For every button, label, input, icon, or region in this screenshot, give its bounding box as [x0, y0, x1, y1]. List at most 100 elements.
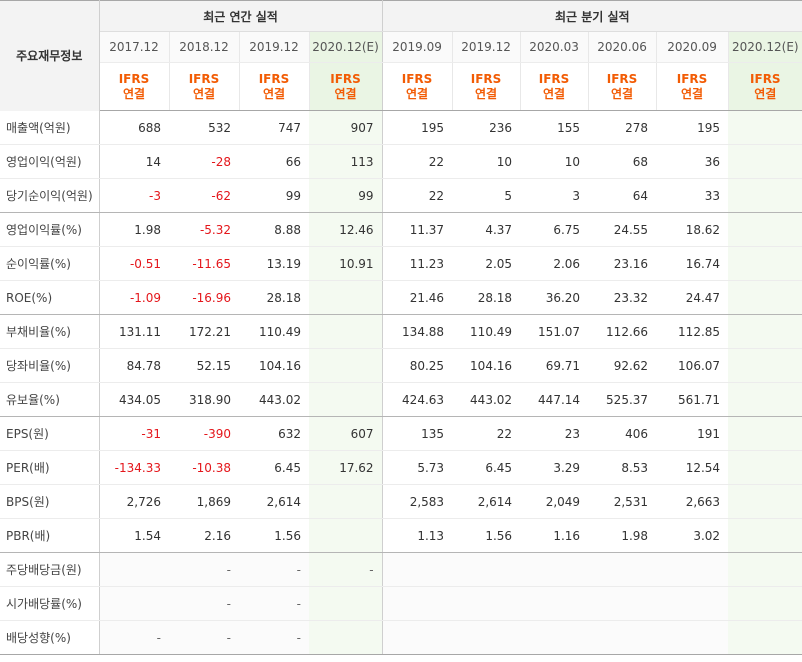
quarter-value-cell: 195	[382, 110, 453, 145]
quarter-value-cell: 12.54	[656, 450, 729, 485]
annual-value-cell: 318.90	[169, 382, 239, 417]
quarter-value-cell: 1.13	[382, 518, 453, 553]
ifrs-label: IFRS	[188, 71, 220, 86]
quarter-value-cell: 18.62	[656, 212, 729, 247]
quarter-value-cell: 561.71	[656, 382, 729, 417]
quarter-value-cell: 5	[452, 178, 521, 213]
quarter-value-cell: 424.63	[382, 382, 453, 417]
annual-value-cell	[309, 382, 383, 417]
quarter-value-cell	[588, 586, 657, 621]
annual-value-cell: -	[239, 586, 309, 621]
quarter-value-cell	[728, 144, 802, 179]
ifrs-label: IFRS	[118, 71, 150, 86]
annual-value-cell: 1.98	[99, 212, 169, 247]
consolidated-label: 연결	[681, 86, 704, 101]
quarter-value-cell: 1.56	[452, 518, 521, 553]
annual-value-cell: 131.11	[99, 314, 169, 349]
annual-value-cell: 99	[239, 178, 309, 213]
annual-value-cell: 532	[169, 110, 239, 145]
quarter-value-cell: 191	[656, 416, 729, 451]
quarter-value-cell	[520, 620, 589, 655]
row-label: 유보율(%)	[0, 382, 100, 417]
ifrs-label: IFRS	[330, 71, 361, 86]
row-label: 배당성향(%)	[0, 620, 100, 655]
quarter-value-cell: 5.73	[382, 450, 453, 485]
table-row: 순이익률(%) -0.51 -11.65 13.19 10.91 11.23 2.05 2.0…	[0, 246, 802, 281]
quarter-period-header: 2020.06	[587, 31, 657, 63]
annual-value-cell: 52.15	[169, 348, 239, 383]
ifrs-header-row: IFRS 연결 IFRS 연결 IFRS 연결 IFRS 연결 IFRS 연결 IFRS 연결 IFRS…	[0, 62, 802, 111]
quarter-value-cell: 23.32	[588, 280, 657, 315]
annual-value-cell: 1.54	[99, 518, 169, 553]
quarter-value-cell	[452, 586, 521, 621]
quarter-value-cell	[728, 518, 802, 553]
quarter-period-header: 2020.09	[655, 31, 729, 63]
annual-value-cell: 14	[99, 144, 169, 179]
quarter-period-header: 2019.12	[451, 31, 521, 63]
consolidated-label: 연결	[543, 86, 566, 101]
quarter-value-cell: 11.23	[382, 246, 453, 281]
quarter-value-cell: 22	[382, 144, 453, 179]
table-row: 당좌비율(%) 84.78 52.15 104.16 80.25 104.16 69.71 9…	[0, 348, 802, 383]
annual-value-cell: 443.02	[239, 382, 309, 417]
quarter-value-cell: 10	[452, 144, 521, 179]
quarter-value-cell	[728, 110, 802, 145]
quarter-value-cell	[382, 552, 453, 587]
ifrs-label: IFRS	[401, 71, 433, 86]
ifrs-label: IFRS	[676, 71, 708, 86]
annual-value-cell: 99	[309, 178, 383, 213]
table-row: 당기순이익(억원) -3 -62 99 99 22 5 3 64 33	[0, 178, 802, 213]
annual-period-header: 2018.12	[168, 31, 239, 63]
ifrs-label: IFRS	[750, 71, 781, 86]
ifrs-consolidated-badge: IFRS 연결	[382, 62, 453, 111]
row-label: 시가배당률(%)	[0, 586, 100, 621]
quarter-value-cell: 195	[656, 110, 729, 145]
ifrs-label: IFRS	[258, 71, 290, 86]
quarter-value-cell: 16.74	[656, 246, 729, 281]
annual-value-cell	[99, 552, 169, 587]
row-label: 당좌비율(%)	[0, 348, 100, 383]
quarter-value-cell: 2.06	[520, 246, 589, 281]
annual-value-cell: 28.18	[239, 280, 309, 315]
annual-period-header: 2020.12(E)	[308, 31, 383, 63]
quarter-value-cell	[728, 382, 802, 417]
quarter-value-cell	[728, 348, 802, 383]
quarter-value-cell: 278	[588, 110, 657, 145]
quarter-value-cell: 36.20	[520, 280, 589, 315]
quarter-value-cell: 92.62	[588, 348, 657, 383]
quarter-value-cell: 33	[656, 178, 729, 213]
ifrs-consolidated-badge: IFRS 연결	[168, 62, 239, 111]
quarter-value-cell: 135	[382, 416, 453, 451]
quarter-value-cell	[452, 552, 521, 587]
quarter-value-cell: 110.49	[452, 314, 521, 349]
quarter-value-cell: 8.53	[588, 450, 657, 485]
annual-value-cell: -	[239, 620, 309, 655]
quarter-value-cell: 3.29	[520, 450, 589, 485]
annual-value-cell: 688	[99, 110, 169, 145]
ifrs-consolidated-badge: IFRS 연결	[238, 62, 309, 111]
annual-value-cell: 607	[309, 416, 383, 451]
row-label: BPS(원)	[0, 484, 100, 519]
quarter-value-cell	[382, 586, 453, 621]
quarter-value-cell	[728, 416, 802, 451]
annual-value-cell: 632	[239, 416, 309, 451]
quarter-value-cell	[728, 450, 802, 485]
annual-value-cell: 434.05	[99, 382, 169, 417]
annual-value-cell	[309, 280, 383, 315]
quarter-value-cell: 22	[452, 416, 521, 451]
quarter-value-cell	[728, 280, 802, 315]
annual-group-title: 최근 연간 실적	[99, 0, 383, 32]
annual-value-cell: -	[169, 552, 239, 587]
consolidated-label: 연결	[754, 86, 777, 101]
consolidated-label: 연결	[122, 86, 146, 101]
annual-value-cell: -134.33	[99, 450, 169, 485]
table-row: 매출액(억원) 688 532 747 907 195 236 155 278 195	[0, 110, 802, 145]
quarter-value-cell: 6.75	[520, 212, 589, 247]
quarter-value-cell: 2,583	[382, 484, 453, 519]
quarter-value-cell: 155	[520, 110, 589, 145]
ifrs-consolidated-badge: IFRS 연결	[655, 62, 729, 111]
quarter-value-cell: 4.37	[452, 212, 521, 247]
annual-value-cell: 10.91	[309, 246, 383, 281]
annual-value-cell: -0.51	[99, 246, 169, 281]
row-label: PBR(배)	[0, 518, 100, 553]
